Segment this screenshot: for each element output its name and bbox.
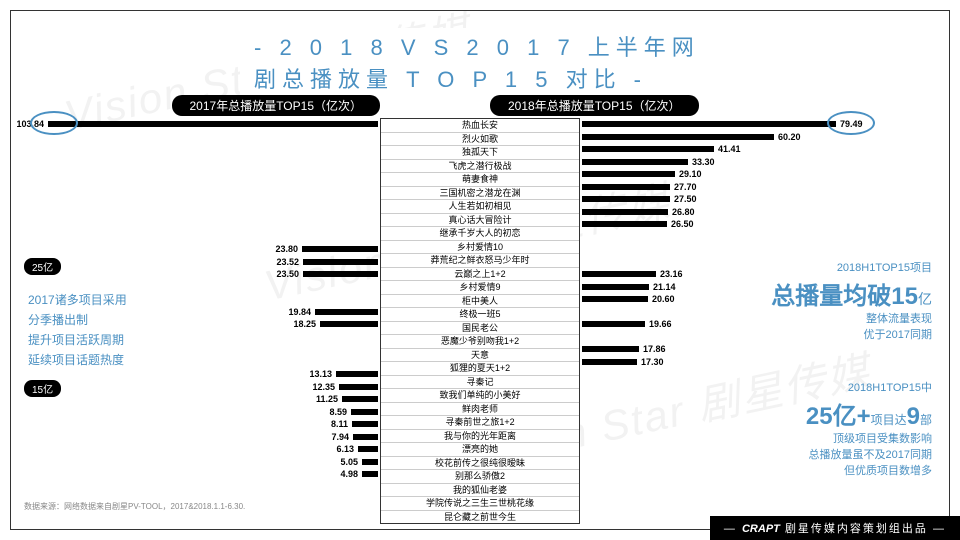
data-source: 数据来源：网络数据来自剧星PV-TOOL，2017&2018.1.1-6.30. [24,501,245,512]
show-label: 寻秦记 [381,376,579,390]
show-label: 恶魔少爷别吻我1+2 [381,335,579,349]
show-label: 我的狐仙老婆 [381,484,579,498]
show-label: 烈火如歌 [381,133,579,147]
show-label: 柜中美人 [381,295,579,309]
show-label: 萌妻食神 [381,173,579,187]
show-label: 狐狸的夏天1+2 [381,362,579,376]
show-label: 真心话大冒险计 [381,214,579,228]
highlight-circle-left [30,111,78,135]
header-2017: 2017年总播放量TOP15（亿次） [172,95,381,116]
show-label: 独孤天下 [381,146,579,160]
note-left: 2017诸多项目采用分季播出制 提升项目活跃周期延续项目话题热度 [28,290,166,370]
column-headers: 2017年总播放量TOP15（亿次） 2018年总播放量TOP15（亿次） [0,95,960,115]
show-label: 漂亮的她 [381,443,579,457]
show-label: 我与你的光年距离 [381,430,579,444]
show-label: 校花前传之很纯很暧昧 [381,457,579,471]
tag-25: 25亿 [24,258,61,275]
show-label: 昆仑藏之前世今生 [381,511,579,524]
show-label: 学院传说之三生三世桃花缘 [381,497,579,511]
show-label: 乡村爱情9 [381,281,579,295]
note-right-2: 2018H1TOP15中 25亿+项目达9部 顶级项目受集数影响 总播放量虽不及… [737,380,932,479]
show-label: 三国机密之潜龙在渊 [381,187,579,201]
show-label: 寻秦前世之旅1+2 [381,416,579,430]
show-label: 终极一班5 [381,308,579,322]
highlight-circle-right [827,111,875,135]
title-bar: - 2 0 1 8 V S 2 0 1 7 上半年网剧总播放量 T O P 1 … [240,28,720,96]
show-label: 热血长安 [381,119,579,133]
show-label: 致我们单纯的小美好 [381,389,579,403]
show-label: 鲜肉老师 [381,403,579,417]
show-label: 莽荒纪之鲜衣怒马少年时 [381,254,579,268]
show-label: 国民老公 [381,322,579,336]
show-label: 天意 [381,349,579,363]
header-2018: 2018年总播放量TOP15（亿次） [490,95,699,116]
note-right-1: 2018H1TOP15项目 总播量均破15亿 整体流量表现 优于2017同期 [747,260,932,343]
show-label: 云巅之上1+2 [381,268,579,282]
show-label: 别那么骄傲2 [381,470,579,484]
show-label: 乡村爱情10 [381,241,579,255]
tag-15: 15亿 [24,380,61,397]
footer-brand: — CRAPT 剧星传媒内容策划组出品 — [710,516,960,540]
page-title: - 2 0 1 8 V S 2 0 1 7 上半年网剧总播放量 T O P 1 … [254,30,706,94]
show-label: 人生若如初相见 [381,200,579,214]
show-name-list: 热血长安烈火如歌独孤天下飞虎之潜行极战萌妻食神三国机密之潜龙在渊人生若如初相见真… [380,118,580,524]
show-label: 继承千岁大人的初恋 [381,227,579,241]
show-label: 飞虎之潜行极战 [381,160,579,174]
